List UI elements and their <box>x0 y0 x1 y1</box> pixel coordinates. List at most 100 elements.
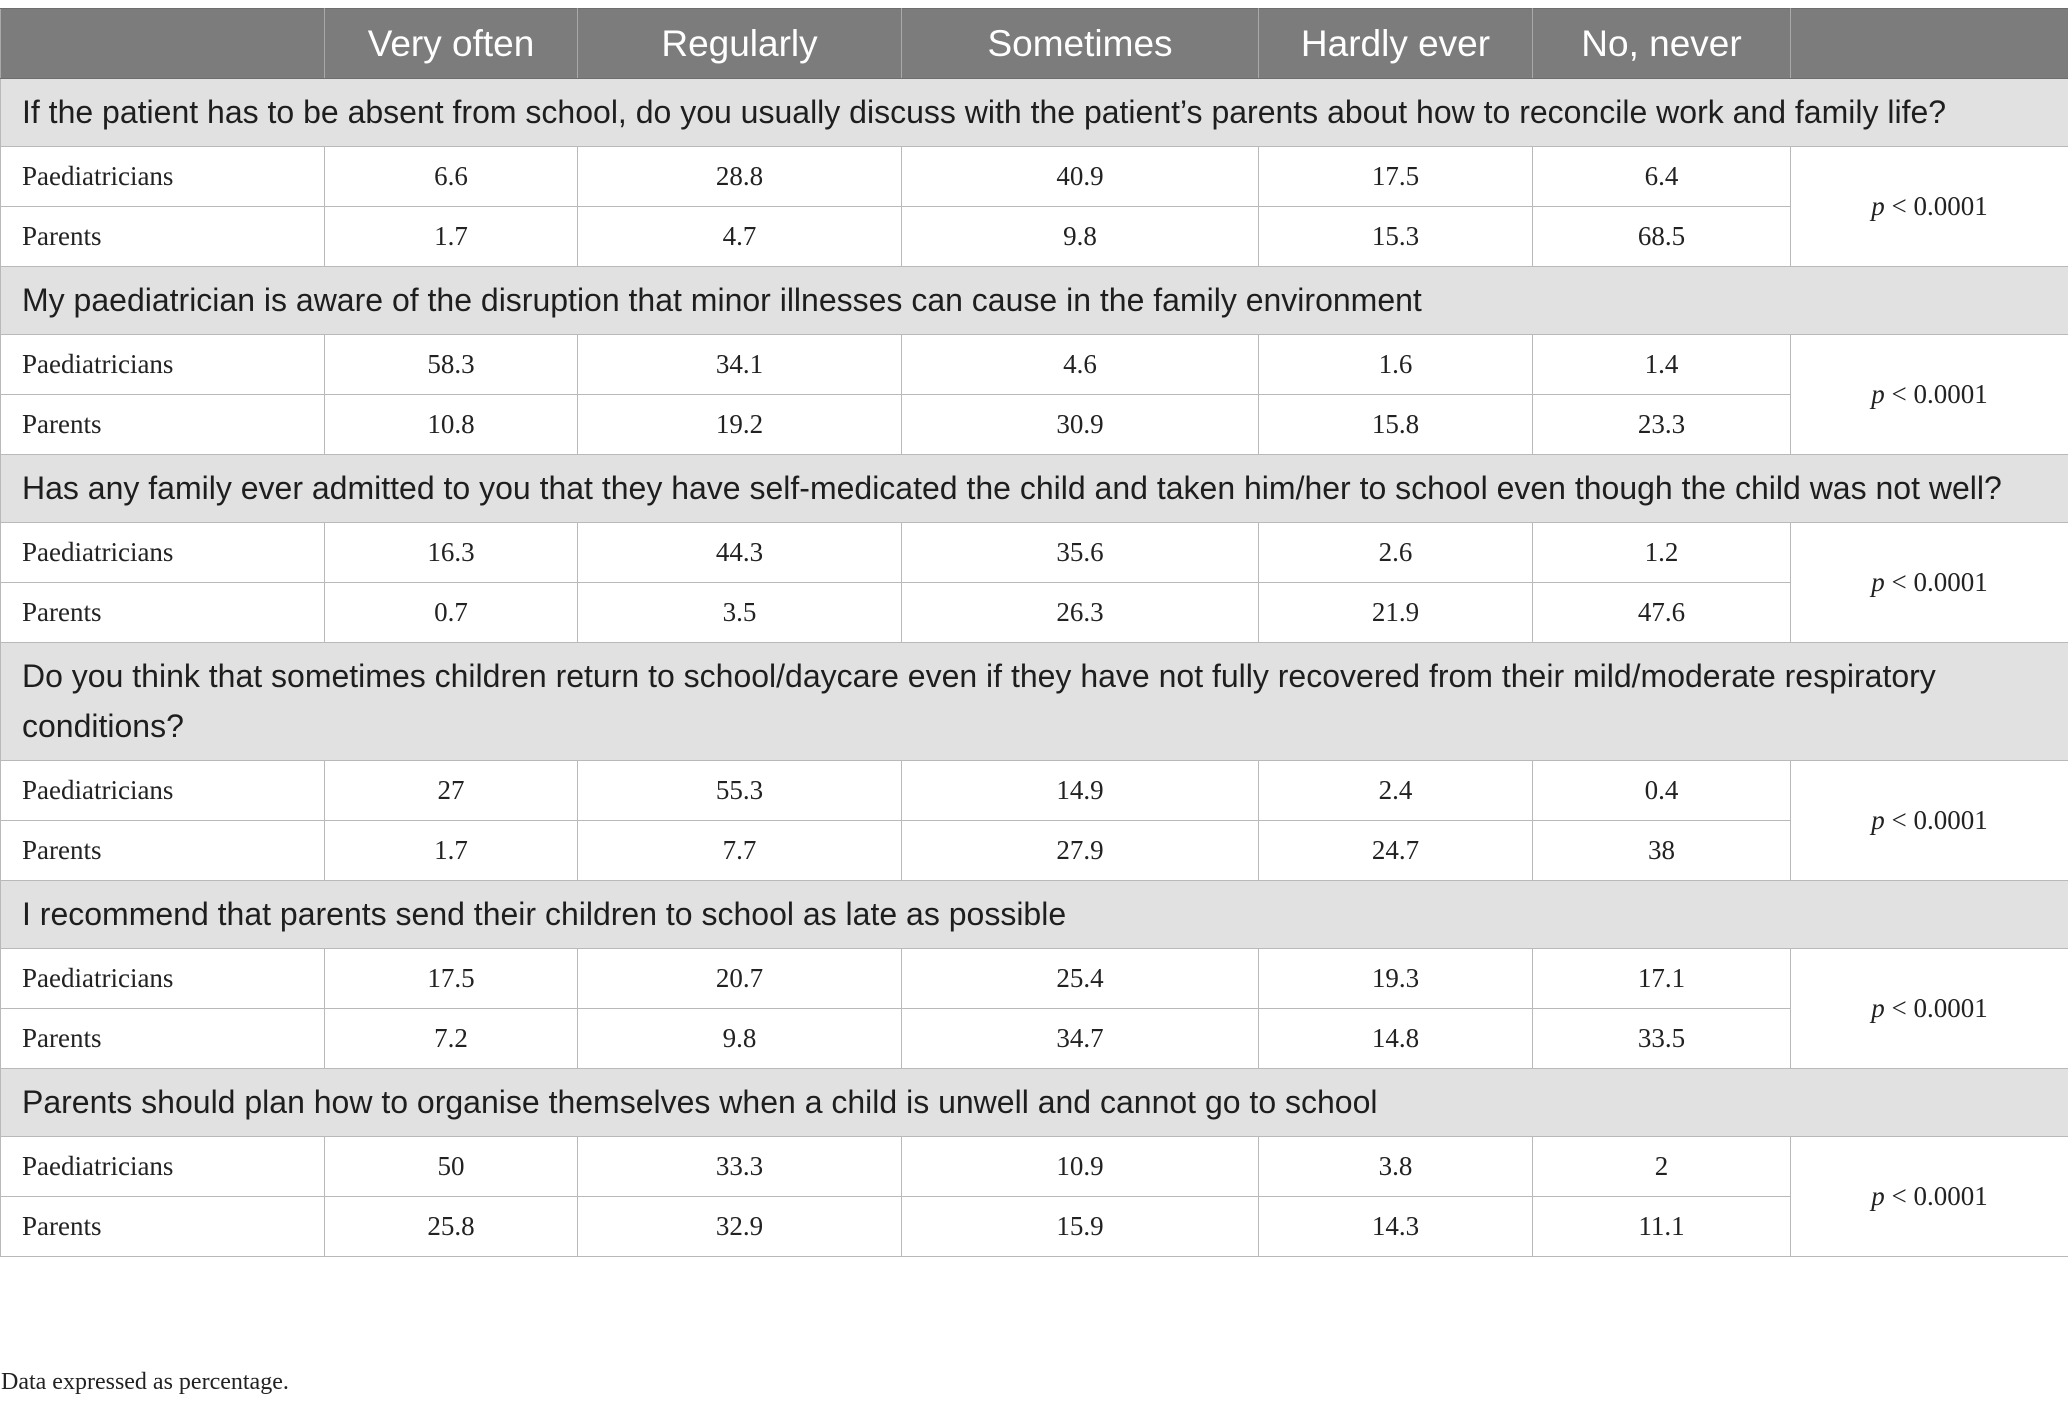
p-value-cell: p < 0.0001 <box>1790 1136 2068 1257</box>
p-value-text: < 0.0001 <box>1884 1181 1988 1211</box>
cell-value: 58.3 <box>324 334 578 395</box>
cell-value: 55.3 <box>577 760 902 821</box>
cell-value: 33.3 <box>577 1136 902 1197</box>
cell-value: 24.7 <box>1258 820 1533 881</box>
table-row: Parents 7.2 9.8 34.7 14.8 33.5 <box>0 1008 2068 1069</box>
cell-value: 32.9 <box>577 1196 902 1257</box>
row-label: Parents <box>0 1196 325 1257</box>
p-value-text: < 0.0001 <box>1884 191 1988 221</box>
p-value-text: < 0.0001 <box>1884 993 1988 1023</box>
table-row: Paediatricians 27 55.3 14.9 2.4 0.4 p < … <box>0 760 2068 881</box>
cell-value: 7.2 <box>324 1008 578 1069</box>
p-value-cell: p < 0.0001 <box>1790 522 2068 643</box>
question-row: If the patient has to be absent from sch… <box>0 78 2068 147</box>
header-cell-regularly: Regularly <box>577 8 902 79</box>
row-label: Paediatricians <box>0 1136 325 1197</box>
row-label: Paediatricians <box>0 948 325 1009</box>
p-value-cell: p < 0.0001 <box>1790 146 2068 267</box>
header-cell-sometimes: Sometimes <box>901 8 1259 79</box>
cell-value: 38 <box>1532 820 1791 881</box>
table-row: Parents 1.7 7.7 27.9 24.7 38 <box>0 820 2068 881</box>
cell-value: 27.9 <box>901 820 1259 881</box>
cell-value: 21.9 <box>1258 582 1533 643</box>
row-label: Paediatricians <box>0 760 325 821</box>
cell-value: 10.8 <box>324 394 578 455</box>
cell-value: 50 <box>324 1136 578 1197</box>
table-footnote: Data expressed as percentage. <box>1 1369 289 1395</box>
cell-value: 2.6 <box>1258 522 1533 583</box>
header-cell-hardly-ever: Hardly ever <box>1258 8 1533 79</box>
cell-value: 15.8 <box>1258 394 1533 455</box>
row-label: Parents <box>0 582 325 643</box>
row-label: Parents <box>0 206 325 267</box>
cell-value: 27 <box>324 760 578 821</box>
question-row: Do you think that sometimes children ret… <box>0 642 2068 761</box>
cell-value: 4.7 <box>577 206 902 267</box>
question-text: I recommend that parents send their chil… <box>0 880 2068 949</box>
question-text: My paediatrician is aware of the disrupt… <box>0 266 2068 335</box>
cell-value: 1.4 <box>1532 334 1791 395</box>
cell-value: 19.3 <box>1258 948 1533 1009</box>
cell-value: 30.9 <box>901 394 1259 455</box>
cell-value: 6.4 <box>1532 146 1791 207</box>
cell-value: 33.5 <box>1532 1008 1791 1069</box>
cell-value: 1.2 <box>1532 522 1791 583</box>
row-label: Paediatricians <box>0 334 325 395</box>
p-symbol: p <box>1871 191 1885 221</box>
header-cell-blank <box>0 8 325 79</box>
question-row: Has any family ever admitted to you that… <box>0 454 2068 523</box>
p-value-text: < 0.0001 <box>1884 567 1988 597</box>
cell-value: 10.9 <box>901 1136 1259 1197</box>
cell-value: 6.6 <box>324 146 578 207</box>
cell-value: 1.6 <box>1258 334 1533 395</box>
header-cell-p-value <box>1790 8 2068 79</box>
cell-value: 15.3 <box>1258 206 1533 267</box>
cell-value: 7.7 <box>577 820 902 881</box>
cell-value: 0.7 <box>324 582 578 643</box>
row-label: Parents <box>0 394 325 455</box>
question-row: My paediatrician is aware of the disrupt… <box>0 266 2068 335</box>
p-value-text: < 0.0001 <box>1884 805 1988 835</box>
p-symbol: p <box>1871 379 1885 409</box>
cell-value: 14.8 <box>1258 1008 1533 1069</box>
cell-value: 40.9 <box>901 146 1259 207</box>
cell-value: 1.7 <box>324 206 578 267</box>
cell-value: 1.7 <box>324 820 578 881</box>
table-row: Paediatricians 6.6 28.8 40.9 17.5 6.4 p … <box>0 146 2068 267</box>
cell-value: 0.4 <box>1532 760 1791 821</box>
cell-value: 11.1 <box>1532 1196 1791 1257</box>
cell-value: 34.7 <box>901 1008 1259 1069</box>
header-cell-very-often: Very often <box>324 8 578 79</box>
table-row: Paediatricians 50 33.3 10.9 3.8 2 p < 0.… <box>0 1136 2068 1257</box>
cell-value: 4.6 <box>901 334 1259 395</box>
cell-value: 25.4 <box>901 948 1259 1009</box>
p-symbol: p <box>1871 1181 1885 1211</box>
row-label: Paediatricians <box>0 522 325 583</box>
cell-value: 26.3 <box>901 582 1259 643</box>
table-row: Paediatricians 16.3 44.3 35.6 2.6 1.2 p … <box>0 522 2068 643</box>
p-symbol: p <box>1871 993 1885 1023</box>
p-symbol: p <box>1871 805 1885 835</box>
table-row: Parents 10.8 19.2 30.9 15.8 23.3 <box>0 394 2068 455</box>
cell-value: 15.9 <box>901 1196 1259 1257</box>
cell-value: 3.5 <box>577 582 902 643</box>
cell-value: 9.8 <box>577 1008 902 1069</box>
cell-value: 25.8 <box>324 1196 578 1257</box>
cell-value: 44.3 <box>577 522 902 583</box>
cell-value: 2.4 <box>1258 760 1533 821</box>
row-label: Paediatricians <box>0 146 325 207</box>
cell-value: 17.1 <box>1532 948 1791 1009</box>
cell-value: 9.8 <box>901 206 1259 267</box>
table-row: Paediatricians 17.5 20.7 25.4 19.3 17.1 … <box>0 948 2068 1069</box>
p-value-cell: p < 0.0001 <box>1790 948 2068 1069</box>
p-symbol: p <box>1871 567 1885 597</box>
question-row: Parents should plan how to organise them… <box>0 1068 2068 1137</box>
p-value-cell: p < 0.0001 <box>1790 760 2068 881</box>
question-row: I recommend that parents send their chil… <box>0 880 2068 949</box>
question-text: Parents should plan how to organise them… <box>0 1068 2068 1137</box>
question-text: Do you think that sometimes children ret… <box>0 642 2068 761</box>
cell-value: 35.6 <box>901 522 1259 583</box>
p-value-cell: p < 0.0001 <box>1790 334 2068 455</box>
cell-value: 20.7 <box>577 948 902 1009</box>
cell-value: 68.5 <box>1532 206 1791 267</box>
